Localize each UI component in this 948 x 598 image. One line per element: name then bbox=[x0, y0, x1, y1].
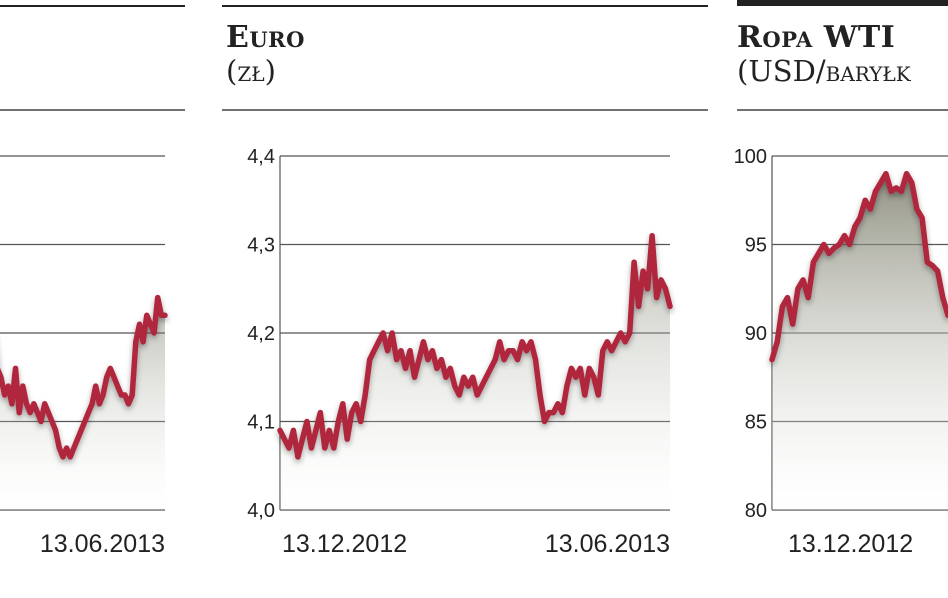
y-tick-label-wti-4: 100 bbox=[734, 146, 767, 168]
x-tick-label-left-0: 13.06.2013 bbox=[40, 530, 165, 558]
chart-unit-euro: (zł) bbox=[226, 54, 276, 88]
area-fill-euro bbox=[280, 235, 670, 510]
y-tick-label-euro-4: 4,4 bbox=[247, 146, 275, 168]
x-tick-label-wti-0: 13.12.2012 bbox=[788, 530, 913, 558]
y-tick-label-euro-3: 4,3 bbox=[247, 235, 275, 257]
y-tick-label-wti-1: 85 bbox=[745, 412, 767, 434]
y-tick-label-wti-0: 80 bbox=[745, 500, 767, 522]
y-tick-label-euro-0: 4,0 bbox=[247, 500, 275, 522]
y-tick-label-wti-2: 90 bbox=[745, 323, 767, 345]
x-tick-label-euro-1: 13.06.2013 bbox=[545, 530, 670, 558]
area-fill-wti bbox=[772, 173, 948, 510]
chart-title-euro: Euro bbox=[226, 20, 305, 55]
series-line-left bbox=[0, 294, 168, 460]
y-tick-label-euro-2: 4,2 bbox=[247, 323, 275, 345]
series-line-wti bbox=[769, 170, 948, 363]
x-tick-label-euro-0: 13.12.2012 bbox=[282, 530, 407, 558]
y-tick-label-wti-3: 95 bbox=[745, 235, 767, 257]
chart-unit-wti: (USD/baryłk bbox=[737, 54, 911, 88]
chart-title-wti: Ropa WTI bbox=[737, 20, 896, 55]
series-line-euro bbox=[277, 232, 673, 460]
area-fill-left bbox=[0, 297, 165, 510]
y-tick-label-euro-1: 4,1 bbox=[247, 412, 275, 434]
